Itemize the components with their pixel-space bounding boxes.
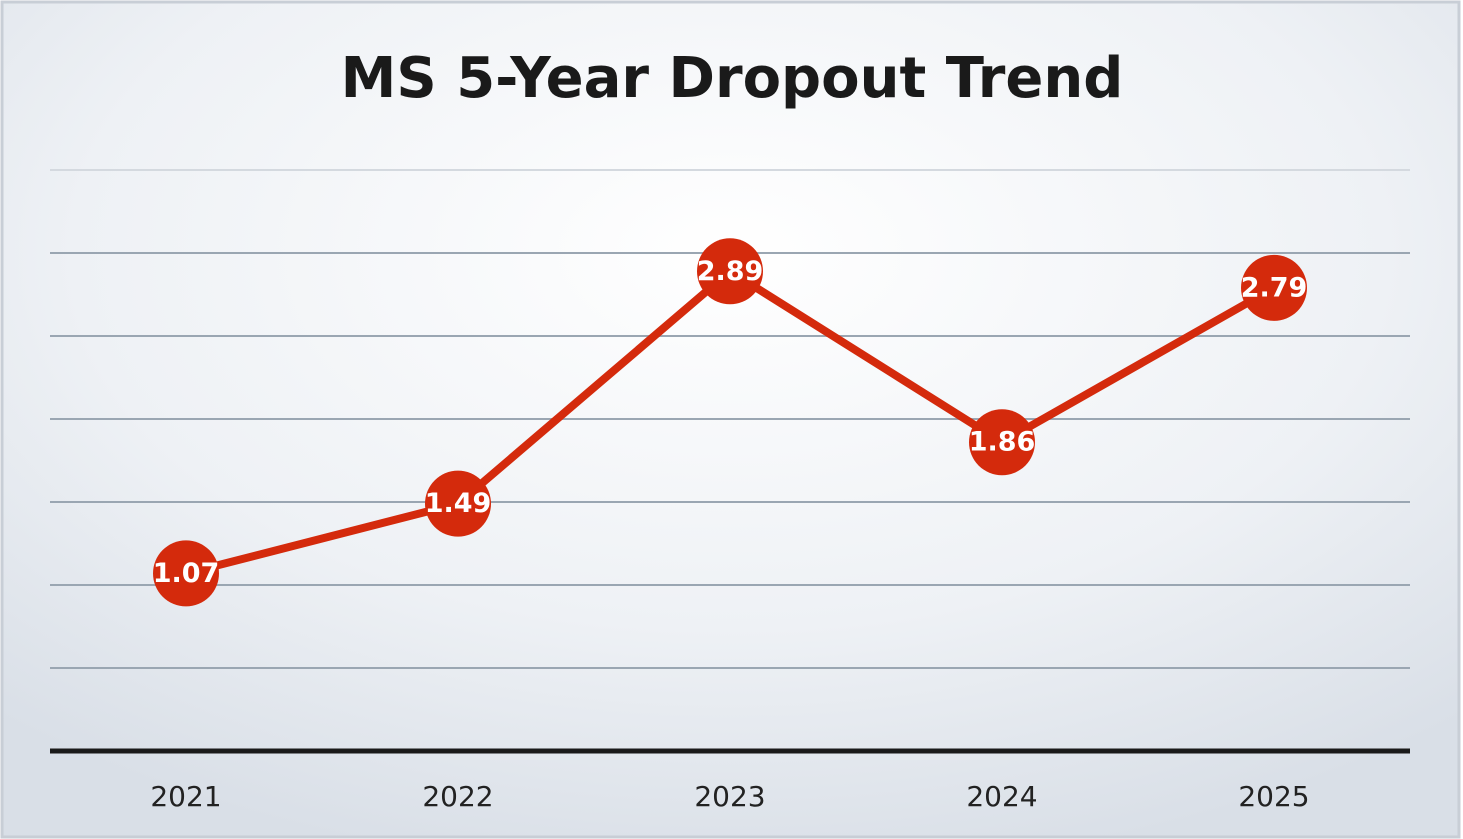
marker [153, 540, 219, 607]
data-label: 2.79 [1241, 272, 1308, 303]
marker [425, 470, 491, 537]
marker [969, 409, 1035, 476]
data-label: 1.86 [969, 427, 1036, 458]
data-label: 2.89 [697, 256, 764, 287]
marker [1241, 254, 1307, 321]
x-tick-label: 2022 [422, 780, 493, 813]
x-tick-label: 2025 [1238, 780, 1309, 813]
x-tick-label: 2024 [966, 780, 1037, 813]
data-label: 1.49 [425, 488, 492, 519]
marker [697, 238, 763, 305]
data-label: 1.07 [153, 558, 220, 589]
x-tick-label: 2021 [150, 780, 221, 813]
x-tick-label: 2023 [694, 780, 765, 813]
chart-title: MS 5-Year Dropout Trend [341, 46, 1124, 111]
